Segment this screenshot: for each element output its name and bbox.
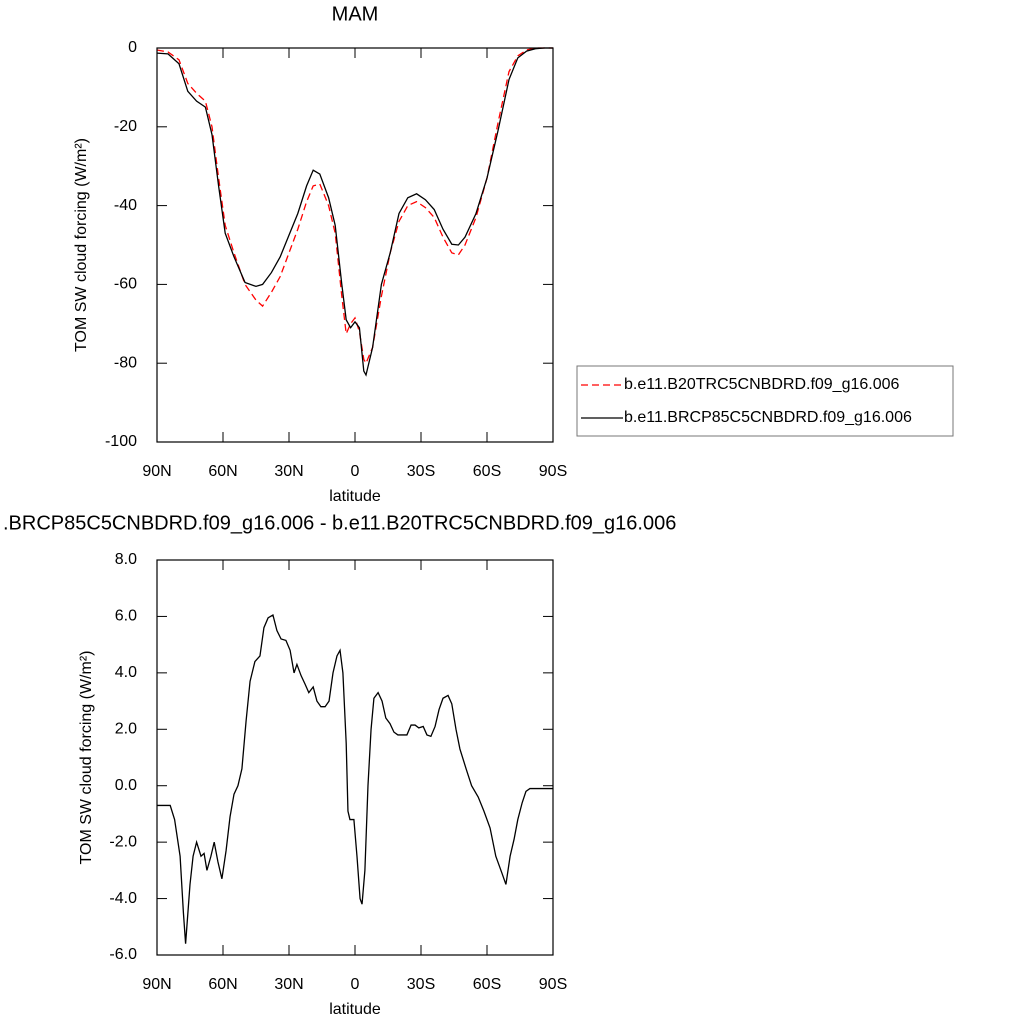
legend-label: b.e11.BRCP85C5CNBDRD.f09_g16.006 <box>624 409 912 426</box>
y-axis-label: TOM SW cloud forcing (W/m²) <box>78 651 95 865</box>
y-tick-label: 4.0 <box>115 664 137 681</box>
y-tick-label: -40 <box>114 197 137 214</box>
y-tick-label: 0 <box>128 39 137 56</box>
y-tick-label: 8.0 <box>115 551 137 568</box>
legend-label: b.e11.B20TRC5CNBDRD.f09_g16.006 <box>624 376 900 393</box>
y-tick-label: -60 <box>114 276 137 293</box>
x-tick-label: 30N <box>274 463 303 480</box>
x-tick-label: 60N <box>208 463 237 480</box>
y-tick-label: -100 <box>105 433 137 450</box>
x-tick-label: 60S <box>473 463 501 480</box>
x-tick-label: 90S <box>539 976 567 993</box>
x-tick-label: 60S <box>473 976 501 993</box>
y-tick-label: -2.0 <box>109 833 137 850</box>
x-tick-label: 60N <box>208 976 237 993</box>
y-tick-label: 0.0 <box>115 777 137 794</box>
y-tick-label: 2.0 <box>115 721 137 738</box>
plot-frame <box>156 47 554 443</box>
chart-title: MAM <box>332 3 379 25</box>
x-axis-label: latitude <box>329 488 381 505</box>
y-tick-label: -80 <box>114 354 137 371</box>
x-tick-label: 90S <box>539 463 567 480</box>
y-axis-label: TOM SW cloud forcing (W/m²) <box>73 138 90 352</box>
data-line <box>156 47 553 365</box>
x-tick-label: 90N <box>142 463 171 480</box>
x-tick-label: 0 <box>351 463 360 480</box>
chart-title: .BRCP85C5CNBDRD.f09_g16.006 - b.e11.B20T… <box>3 512 676 534</box>
legend-box <box>576 365 954 437</box>
x-tick-label: 30S <box>407 976 435 993</box>
x-tick-label: 0 <box>351 976 360 993</box>
x-tick-label: 30S <box>407 463 435 480</box>
x-tick-label: 30N <box>274 976 303 993</box>
y-tick-label: -6.0 <box>109 946 137 963</box>
y-tick-label: -4.0 <box>109 890 137 907</box>
plot-frame <box>156 559 554 956</box>
x-tick-label: 90N <box>142 976 171 993</box>
data-line <box>156 47 553 377</box>
x-axis-label: latitude <box>329 1001 381 1018</box>
y-tick-label: 6.0 <box>115 608 137 625</box>
y-tick-label: -20 <box>114 118 137 135</box>
data-line <box>157 614 553 944</box>
